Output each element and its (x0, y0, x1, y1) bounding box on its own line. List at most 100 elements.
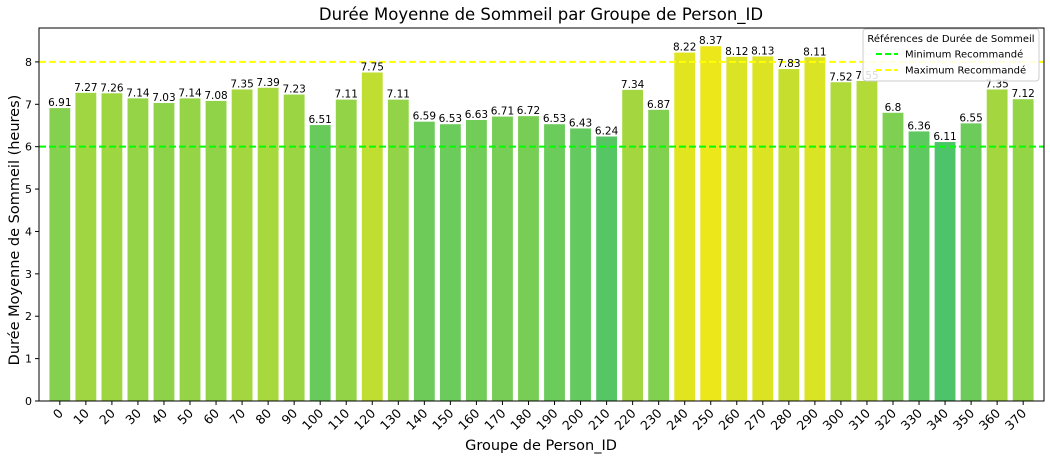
data-label-110: 7.11 (335, 89, 358, 101)
data-label-0: 6.91 (48, 97, 71, 109)
bar-90 (283, 94, 305, 402)
legend-label-minimum: Minimum Recommandé (905, 49, 1023, 61)
y-tick-label-3: 3 (25, 268, 32, 281)
bar-150 (439, 124, 461, 401)
bar-0 (49, 108, 71, 402)
reference-lines-layer (39, 60, 1044, 148)
bar-280 (778, 69, 800, 402)
x-tick-label-100: 100 (299, 405, 327, 433)
bars-layer (49, 46, 1034, 402)
x-tick-label-60: 60 (200, 405, 222, 427)
bar-170 (492, 116, 513, 401)
x-tick-label-10: 10 (70, 405, 92, 427)
bar-70 (231, 89, 253, 402)
x-tick-label-220: 220 (611, 405, 639, 433)
data-label-60: 7.08 (204, 90, 227, 102)
bar-250 (700, 46, 722, 401)
x-tick-label-310: 310 (846, 405, 874, 433)
bar-290 (804, 57, 826, 401)
data-label-350: 6.55 (959, 112, 982, 124)
y-tick-label-4: 4 (25, 225, 32, 238)
data-label-260: 8.12 (725, 46, 748, 58)
data-label-120: 7.75 (361, 62, 384, 74)
bar-310 (856, 80, 878, 401)
x-tick-label-160: 160 (455, 405, 483, 433)
x-tick-label-30: 30 (122, 405, 144, 427)
bar-230 (648, 109, 670, 401)
data-label-240: 8.22 (673, 42, 696, 54)
bar-350 (960, 123, 982, 402)
data-label-50: 7.14 (178, 87, 202, 99)
bar-300 (830, 82, 852, 401)
bar-110 (335, 99, 357, 401)
data-label-170: 6.71 (491, 106, 514, 118)
x-tick-label-190: 190 (533, 405, 561, 433)
bar-160 (465, 119, 487, 401)
x-axis-title: Groupe de Person_ID (465, 438, 617, 454)
data-label-190: 6.53 (543, 113, 566, 125)
bar-60 (205, 100, 227, 402)
data-label-30: 7.14 (126, 87, 150, 99)
x-tick-label-110: 110 (325, 405, 353, 433)
data-label-320: 6.8 (885, 102, 902, 114)
x-tick-label-40: 40 (148, 405, 170, 427)
x-tick-label-130: 130 (377, 405, 405, 433)
data-label-290: 8.11 (803, 46, 826, 58)
x-tick-label-140: 140 (403, 405, 431, 433)
data-label-340: 6.11 (933, 131, 956, 143)
data-label-210: 6.24 (595, 126, 619, 138)
x-tick-label-330: 330 (898, 405, 926, 433)
bar-130 (387, 99, 409, 401)
bar-220 (622, 89, 644, 401)
x-tick-label-340: 340 (924, 405, 952, 433)
data-label-230: 6.87 (647, 99, 670, 111)
x-tick-label-170: 170 (481, 405, 509, 433)
bar-30 (127, 98, 149, 402)
data-label-180: 6.72 (517, 105, 540, 117)
data-label-40: 7.03 (152, 92, 175, 104)
data-label-250: 8.37 (699, 35, 722, 47)
y-tick-label-6: 6 (25, 141, 32, 154)
data-label-140: 6.59 (413, 111, 436, 123)
x-tick-label-280: 280 (767, 405, 795, 433)
data-label-330: 6.36 (907, 120, 931, 132)
bar-40 (153, 103, 175, 402)
data-label-80: 7.39 (256, 77, 279, 89)
bar-270 (752, 56, 774, 402)
plot-frame (38, 27, 1045, 402)
x-tick-label-120: 120 (351, 405, 379, 433)
x-tick-label-90: 90 (278, 405, 300, 427)
bar-340 (934, 142, 956, 401)
data-label-270: 8.13 (751, 45, 774, 57)
x-tick-label-300: 300 (820, 405, 848, 433)
data-label-90: 7.23 (282, 84, 305, 96)
x-tick-label-20: 20 (96, 405, 118, 427)
legend: Références de Durée de Sommeil Minimum R… (862, 28, 1040, 82)
data-labels-layer: 6.917.27 7.26 7.14 7.03 7.14 7.087.35 7.397.23… (48, 35, 1035, 143)
data-label-10: 7.27 (74, 82, 97, 94)
bar-200 (570, 128, 591, 401)
bar-50 (179, 98, 201, 402)
x-tick-label-50: 50 (174, 405, 196, 427)
y-axis-title: Durée Moyenne de Sommeil (heures) (7, 95, 23, 366)
bar-120 (361, 72, 383, 401)
x-tick-label-350: 350 (950, 405, 978, 433)
bar-360 (986, 89, 1008, 402)
x-tick-label-210: 210 (585, 405, 613, 433)
data-label-130: 7.11 (387, 89, 410, 101)
data-label-20: 7.26 (100, 82, 124, 94)
data-label-280: 7.83 (777, 58, 800, 70)
legend-label-maximum: Maximum Recommandé (905, 65, 1026, 77)
legend-box (862, 28, 1040, 82)
bar-260 (726, 56, 748, 401)
data-label-370: 7.12 (1011, 88, 1034, 100)
bar-20 (101, 93, 123, 401)
bar-180 (518, 116, 539, 401)
data-label-200: 6.43 (569, 117, 592, 129)
bar-320 (882, 112, 904, 402)
bar-190 (544, 124, 565, 401)
x-tick-label-80: 80 (252, 405, 274, 427)
y-tick-label-0: 0 (25, 395, 32, 408)
